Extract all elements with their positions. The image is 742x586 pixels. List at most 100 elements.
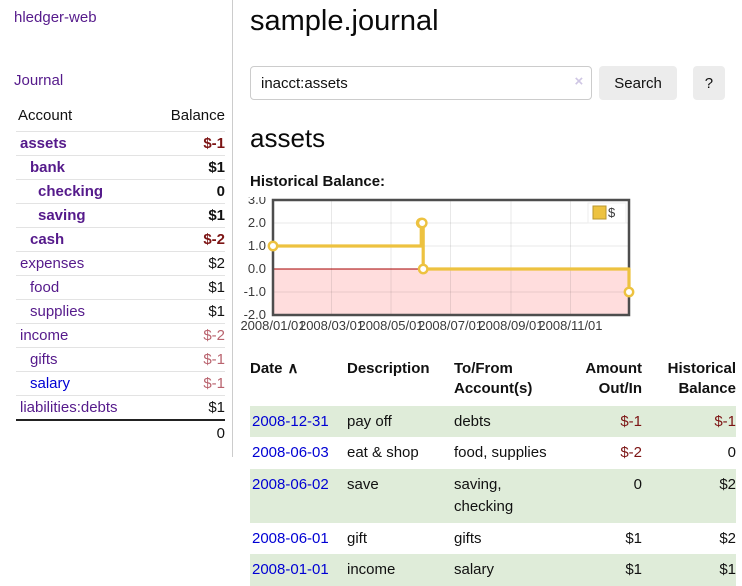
sidebar-account-link[interactable]: income	[20, 327, 68, 344]
help-button[interactable]: ?	[693, 66, 725, 100]
register-date-cell: 2008-01-01	[250, 554, 347, 586]
sidebar-account-balance: $-1	[151, 132, 225, 156]
register-amount-cell: 0	[562, 469, 642, 523]
accounts-column-header: To/From Account(s)	[454, 357, 562, 406]
y-axis-tick-label: 1.0	[248, 238, 266, 253]
register-date-link[interactable]: 2008-01-01	[252, 561, 329, 578]
register-balance-cell: $-1	[642, 406, 736, 438]
register-balance-cell: $2	[642, 523, 736, 555]
sidebar-account-balance: $-1	[151, 348, 225, 372]
sort-asc-icon: ∧	[288, 360, 299, 377]
sidebar-account-row: cash$-2	[16, 228, 225, 252]
register-date-link[interactable]: 2008-06-02	[252, 476, 329, 493]
data-point	[418, 219, 426, 227]
account-column-header: Account	[16, 105, 151, 132]
sidebar-account-link[interactable]: salary	[30, 375, 70, 392]
sidebar-account-link[interactable]: gifts	[30, 351, 58, 368]
sidebar-account-link[interactable]: cash	[30, 231, 64, 248]
sidebar-account-balance: $-1	[151, 372, 225, 396]
x-axis-tick-label: 2008/07/01	[418, 318, 483, 333]
sidebar-account-link[interactable]: supplies	[30, 303, 85, 320]
register-date-link[interactable]: 2008-06-03	[252, 444, 329, 461]
search-input[interactable]	[250, 66, 592, 100]
sidebar-account-balance: 0	[151, 180, 225, 204]
register-date-cell: 2008-06-03	[250, 437, 347, 469]
sidebar-account-balance: $1	[151, 300, 225, 324]
chart-title: Historical Balance:	[250, 173, 725, 190]
register-amount-cell: $-2	[562, 437, 642, 469]
sidebar-account-row: liabilities:debts$1	[16, 396, 225, 421]
clear-search-icon[interactable]: ×	[575, 74, 584, 89]
data-point	[625, 288, 633, 296]
main-content: sample.journal × Search ? assets Histori…	[233, 0, 725, 582]
legend-swatch	[593, 206, 606, 219]
register-accounts-cell: salary	[454, 554, 562, 586]
register-header-row: Date∧ Description To/From Account(s) Amo…	[250, 357, 736, 406]
sidebar-account-link[interactable]: saving	[38, 207, 86, 224]
sidebar-account-balance: $1	[151, 204, 225, 228]
sidebar-account-link[interactable]: checking	[38, 183, 103, 200]
register-amount-cell: $1	[562, 523, 642, 555]
x-axis-tick-label: 2008/05/01	[358, 318, 423, 333]
sidebar-account-balance: $1	[151, 276, 225, 300]
page-title: sample.journal	[250, 5, 725, 38]
sidebar-account-row: income $-2	[16, 324, 225, 348]
register-balance-cell: $1	[642, 554, 736, 586]
accounts-header-row: Account Balance	[16, 105, 225, 132]
register-accounts-cell: food, supplies	[454, 437, 562, 469]
sidebar-item-journal[interactable]: Journal	[14, 72, 232, 89]
register-date-cell: 2008-06-01	[250, 523, 347, 555]
search-button[interactable]: Search	[599, 66, 677, 100]
sidebar: hledger-web Journal Account Balance asse…	[0, 0, 233, 457]
accounts-total-row: 0	[16, 420, 225, 446]
register-date-link[interactable]: 2008-06-01	[252, 530, 329, 547]
sidebar-account-balance: $2	[151, 252, 225, 276]
x-axis-tick-label: 2008/03/01	[299, 318, 364, 333]
register-amount-cell: $-1	[562, 406, 642, 438]
balance-column-header-register: Historical Balance	[642, 357, 736, 406]
sidebar-account-link[interactable]: food	[30, 279, 59, 296]
register-date-cell: 2008-06-02	[250, 469, 347, 523]
sidebar-account-row: salary $-1	[16, 372, 225, 396]
register-description-cell: save	[347, 469, 454, 523]
brand-link[interactable]: hledger-web	[14, 9, 232, 26]
balance-column-header: Balance	[151, 105, 225, 132]
register-description-cell: gift	[347, 523, 454, 555]
chart-canvas: 2008/01/012008/03/012008/05/012008/07/01…	[237, 197, 657, 338]
search-form: × Search ?	[250, 66, 725, 100]
register-balance-cell: 0	[642, 437, 736, 469]
date-column-header[interactable]: Date∧	[250, 357, 347, 406]
sidebar-account-balance: $-2	[151, 324, 225, 348]
sidebar-account-row: checking 0	[16, 180, 225, 204]
accounts-table: Account Balance assets $-1 bank $1 checking 0…	[16, 105, 225, 446]
register-accounts-cell: saving, checking	[454, 469, 562, 523]
sidebar-account-row: expenses $2	[16, 252, 225, 276]
y-axis-tick-label: 0.0	[248, 261, 266, 276]
register-date-cell: 2008-12-31	[250, 406, 347, 438]
accounts-total-value: 0	[151, 420, 225, 446]
register-description-cell: income	[347, 554, 454, 586]
search-box: ×	[250, 66, 592, 100]
data-point	[419, 265, 427, 273]
sidebar-account-balance: $1	[151, 156, 225, 180]
register-date-link[interactable]: 2008-12-31	[252, 413, 329, 430]
register-balance-cell: $2	[642, 469, 736, 523]
data-point	[269, 242, 277, 250]
legend-label: $	[608, 205, 616, 220]
sidebar-account-row: bank $1	[16, 156, 225, 180]
sidebar-account-link[interactable]: expenses	[20, 255, 84, 272]
x-axis-tick-label: 2008/11/01	[538, 318, 602, 333]
sidebar-account-link[interactable]: liabilities:debts	[20, 399, 118, 416]
sidebar-account-link[interactable]: assets	[20, 135, 67, 152]
sidebar-account-row: assets $-1	[16, 132, 225, 156]
sidebar-account-link[interactable]: bank	[30, 159, 65, 176]
account-heading: assets	[250, 123, 725, 154]
amount-column-header: Amount Out/In	[562, 357, 642, 406]
